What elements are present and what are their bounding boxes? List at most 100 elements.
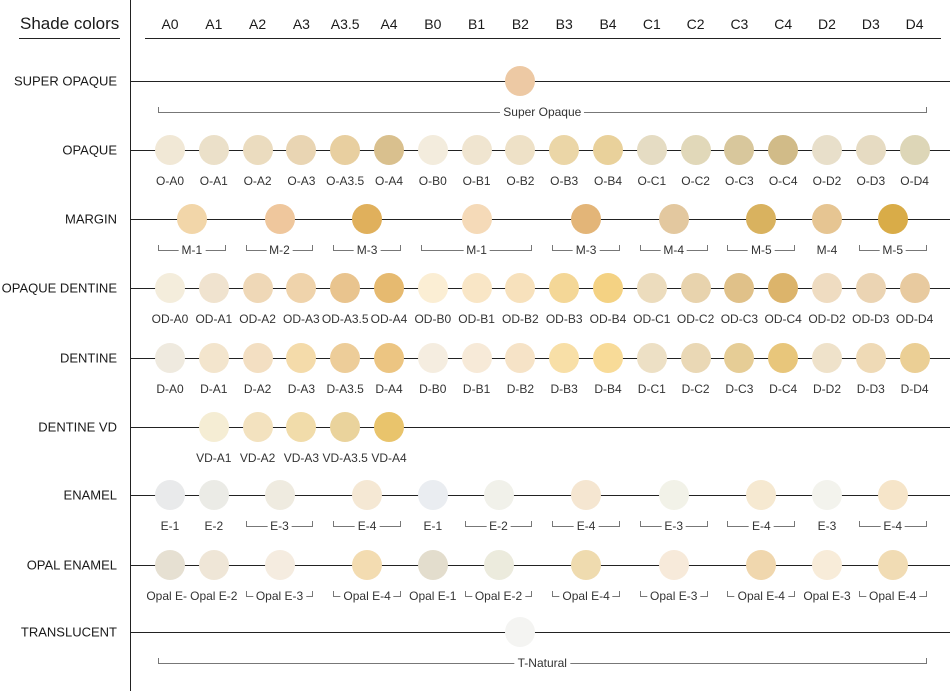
shade-swatch [198, 412, 229, 442]
shade-label: O-A4 [374, 174, 404, 188]
shade-swatch [505, 617, 536, 647]
shade-swatch [242, 273, 273, 303]
shade-label: OD-B0 [414, 312, 452, 326]
shade-label: O-C1 [637, 174, 667, 188]
column-header: A3.5 [330, 16, 360, 32]
shade-swatch [768, 273, 799, 303]
row-label: SUPER OPAQUE [13, 73, 117, 89]
shade-label: VD-A4 [371, 451, 407, 465]
group-label: M-5 [879, 243, 907, 257]
chart-title: Shade colors [20, 14, 120, 33]
shade-label: O-A3 [287, 174, 316, 188]
group-label: Opal E-4 [734, 589, 788, 603]
column-header: B1 [468, 16, 486, 32]
shade-swatch [417, 550, 448, 580]
column-header: B3 [555, 16, 573, 32]
row-line [130, 80, 950, 82]
shade-swatch [286, 135, 317, 165]
shade-label: OD-D3 [852, 312, 890, 326]
column-header: C3 [730, 16, 749, 32]
shade-swatch [417, 480, 448, 510]
shade-swatch [352, 550, 383, 580]
column-header: C4 [774, 16, 793, 32]
shade-swatch [768, 343, 799, 373]
shade-swatch [593, 135, 623, 165]
shade-label: O-A3.5 [326, 174, 365, 188]
shade-swatch [286, 273, 317, 303]
shade-swatch [899, 273, 930, 303]
group-label: E-4 [354, 519, 380, 533]
shade-swatch [812, 204, 842, 234]
shade-swatch [483, 480, 514, 510]
shade-label: D-C4 [769, 382, 798, 396]
shade-swatch [549, 273, 580, 303]
group-label: Opal E-1 [143, 589, 197, 603]
row-label: ENAMEL [63, 487, 117, 503]
shade-swatch [242, 135, 273, 165]
shade-label: O-D3 [856, 174, 886, 188]
shade-swatch [374, 273, 404, 303]
shade-label: VD-A1 [196, 451, 232, 465]
shade-label: OD-C4 [764, 312, 802, 326]
shade-swatch [593, 343, 623, 373]
shade-label: OD-D2 [808, 312, 846, 326]
group-label: M-5 [747, 243, 775, 257]
shade-label: OD-A3.5 [321, 312, 369, 326]
row-line [130, 357, 950, 359]
shade-label: D-B3 [550, 382, 578, 396]
row-line [130, 494, 950, 496]
shade-swatch [417, 135, 448, 165]
shade-swatch [812, 135, 842, 165]
shade-label: OD-D4 [895, 312, 934, 326]
shade-label: D-A3.5 [326, 382, 364, 396]
column-header: A0 [161, 16, 179, 32]
shade-label: OD-C2 [676, 312, 715, 326]
shade-swatch [855, 343, 886, 373]
group-label: Opal E-4 [559, 589, 613, 603]
row-label: DENTINE [59, 350, 117, 366]
shade-label: O-B0 [418, 174, 447, 188]
column-header: B2 [511, 16, 529, 32]
row-line [130, 218, 950, 220]
shade-label: O-B3 [550, 174, 579, 188]
shade-swatch [549, 135, 580, 165]
group-label: M-2 [266, 243, 293, 257]
shade-swatch [680, 343, 711, 373]
shade-swatch [198, 343, 229, 373]
column-header: B0 [424, 16, 442, 32]
group-label: Opal E-3 [252, 589, 307, 603]
group-label: E-1 [420, 519, 446, 533]
shade-swatch [768, 135, 799, 165]
shade-label: D-D4 [900, 382, 929, 396]
shade-label: OD-B4 [589, 312, 627, 326]
shade-swatch [264, 480, 295, 510]
shade-label: D-B4 [594, 382, 622, 396]
column-header: B4 [599, 16, 617, 32]
shade-label: O-C4 [768, 174, 798, 188]
column-header: D3 [861, 16, 880, 32]
shade-swatch [330, 273, 361, 303]
shade-swatch [746, 480, 777, 510]
shade-label: O-A1 [199, 174, 228, 188]
shade-label: VD-A2 [239, 451, 276, 465]
shade-swatch [746, 550, 777, 580]
shade-swatch [812, 550, 842, 580]
shade-label: D-B0 [419, 382, 447, 396]
column-header: C2 [686, 16, 705, 32]
shade-swatch [330, 135, 361, 165]
shade-label: VD-A3 [283, 451, 320, 465]
shade-swatch [746, 204, 777, 234]
shade-swatch [877, 204, 908, 234]
group-label: M-4 [813, 243, 841, 257]
shade-swatch [724, 135, 755, 165]
shade-swatch [155, 343, 185, 373]
shade-label: O-A0 [155, 174, 185, 188]
shade-swatch [812, 480, 842, 510]
column-header: D2 [818, 16, 836, 32]
shade-swatch [855, 135, 886, 165]
shade-swatch [352, 480, 383, 510]
shade-swatch [899, 343, 930, 373]
shade-swatch [571, 204, 602, 234]
shade-label: D-A2 [243, 382, 272, 396]
